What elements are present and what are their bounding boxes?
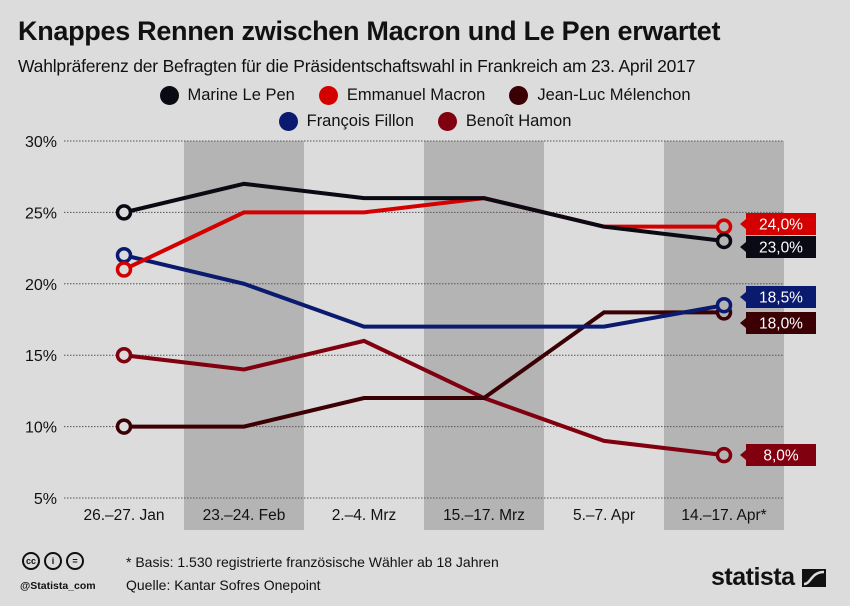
legend-dot bbox=[278, 112, 298, 131]
y-tick-label: 5% bbox=[34, 491, 57, 508]
chart-subtitle: Wahlpräferenz der Befragten für die Präs… bbox=[18, 56, 696, 76]
y-tick-label: 20% bbox=[25, 277, 57, 294]
logo-text: statista bbox=[711, 563, 795, 591]
legend-item-le-pen: Marine Le Pen bbox=[159, 86, 295, 105]
column-band bbox=[184, 141, 304, 530]
y-tick-label: 15% bbox=[25, 348, 57, 365]
legend-label: Emmanuel Macron bbox=[346, 86, 486, 104]
data-point-marker bbox=[715, 446, 733, 464]
data-point-marker bbox=[115, 261, 133, 278]
value-label: 23,0% bbox=[759, 240, 803, 257]
legend-dot bbox=[437, 112, 457, 131]
value-label-box bbox=[740, 312, 816, 334]
series-line bbox=[123, 253, 725, 329]
series-line bbox=[123, 196, 724, 272]
y-tick-label: 25% bbox=[25, 205, 57, 222]
value-label-box bbox=[740, 213, 816, 235]
license-icons: cc i = bbox=[22, 552, 84, 570]
legend-dot bbox=[318, 86, 338, 105]
statista-handle: @Statista_com bbox=[20, 580, 96, 592]
value-label: 18,0% bbox=[759, 316, 803, 333]
legend-item-melenchon: Jean-Luc Mélenchon bbox=[509, 86, 691, 105]
legend-dot bbox=[509, 86, 529, 105]
x-tick-label: 2.–4. Mrz bbox=[332, 507, 397, 524]
y-tick-label: 30% bbox=[25, 134, 57, 151]
data-point-marker bbox=[115, 418, 133, 435]
data-point-marker bbox=[715, 218, 733, 235]
statista-logo-icon bbox=[801, 568, 826, 587]
legend-item-fillon: François Fillon bbox=[278, 112, 414, 131]
value-label: 18,5% bbox=[759, 290, 803, 307]
series-line bbox=[124, 310, 724, 429]
data-point-marker bbox=[115, 346, 133, 364]
legend-label: Jean-Luc Mélenchon bbox=[537, 86, 691, 104]
value-label: 24,0% bbox=[759, 217, 803, 234]
legend-dot bbox=[159, 86, 179, 105]
x-tick-label: 5.–7. Apr bbox=[573, 507, 635, 524]
by-person-icon: i bbox=[44, 552, 62, 570]
legend-item-hamon: Benoît Hamon bbox=[437, 112, 572, 131]
legend-row-1: Marine Le Pen Emmanuel Macron Jean-Luc M… bbox=[0, 86, 850, 105]
data-point-marker bbox=[715, 296, 733, 314]
legend-row-2: François Fillon Benoît Hamon bbox=[0, 112, 850, 131]
x-tick-label: 14.–17. Apr* bbox=[681, 507, 766, 524]
x-tick-label: 15.–17. Mrz bbox=[443, 507, 525, 524]
data-point-marker bbox=[115, 204, 133, 221]
footnote: * Basis: 1.530 registrierte französische… bbox=[126, 554, 499, 570]
value-label-box bbox=[740, 444, 816, 466]
column-band bbox=[664, 141, 784, 530]
value-label: 8,0% bbox=[763, 448, 799, 465]
series-line bbox=[123, 181, 725, 243]
series-line bbox=[123, 338, 725, 458]
cc-icon: cc bbox=[22, 552, 40, 570]
line-chart: 5% 10% 15% 20% 25% 30% 26.–27. Jan 23.–24. Feb 2… bbox=[25, 134, 816, 530]
chart-title: Knappes Rennen zwischen Macron und Le Pe… bbox=[18, 16, 721, 46]
data-point-marker bbox=[115, 246, 133, 264]
legend-label: Benoît Hamon bbox=[465, 112, 572, 130]
y-tick-label: 10% bbox=[25, 420, 57, 437]
value-label-box bbox=[740, 286, 816, 308]
value-label-box bbox=[740, 236, 816, 258]
data-point-marker bbox=[715, 232, 733, 250]
legend-label: Marine Le Pen bbox=[187, 86, 295, 104]
statista-logo: statista bbox=[711, 563, 826, 592]
nd-equals-icon: = bbox=[66, 552, 84, 570]
source-note: Quelle: Kantar Sofres Onepoint bbox=[126, 577, 321, 593]
legend-item-macron: Emmanuel Macron bbox=[318, 86, 486, 105]
legend-label: François Fillon bbox=[306, 112, 414, 130]
x-tick-label: 23.–24. Feb bbox=[203, 507, 286, 524]
x-tick-label: 26.–27. Jan bbox=[83, 507, 164, 524]
